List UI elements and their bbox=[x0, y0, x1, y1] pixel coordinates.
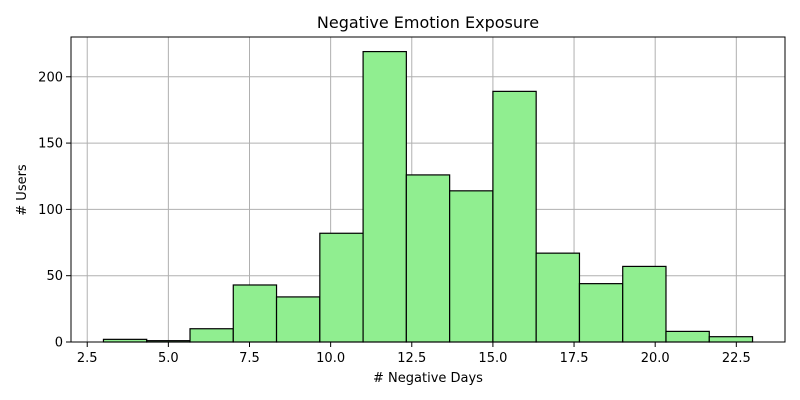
y-tick-label: 0 bbox=[55, 336, 63, 351]
chart-title: Negative Emotion Exposure bbox=[317, 13, 539, 32]
x-axis-ticks: 2.5 5.0 7.5 10.0 12.5 15.0 17.5 20.0 22.5 bbox=[77, 342, 751, 366]
y-tick-label: 150 bbox=[38, 137, 63, 152]
y-axis-ticks: 0 50 100 150 200 bbox=[38, 70, 71, 351]
histogram-bar bbox=[708, 336, 754, 343]
histogram-bar bbox=[405, 174, 451, 343]
x-tick-label: 22.5 bbox=[722, 351, 751, 366]
x-tick-label: 7.5 bbox=[239, 351, 260, 366]
x-tick-label: 10.0 bbox=[316, 351, 345, 366]
y-tick-label: 50 bbox=[46, 269, 63, 284]
x-tick-label: 20.0 bbox=[641, 351, 670, 366]
histogram-bar bbox=[578, 283, 624, 343]
histogram-bar bbox=[622, 265, 667, 343]
histogram-bar bbox=[449, 190, 494, 343]
histogram-bar bbox=[492, 90, 537, 343]
y-tick-label: 100 bbox=[38, 203, 63, 218]
y-tick-label: 200 bbox=[38, 70, 63, 85]
x-tick-label: 17.5 bbox=[560, 351, 589, 366]
y-axis-label: # Users bbox=[15, 164, 30, 216]
histogram-bar bbox=[665, 330, 710, 343]
plot-frame bbox=[70, 36, 786, 343]
histogram-bar bbox=[535, 252, 581, 343]
histogram-bar bbox=[319, 232, 364, 343]
histogram-bar bbox=[189, 328, 234, 343]
x-axis-label: # Negative Days bbox=[373, 371, 483, 386]
histogram-bar bbox=[232, 284, 278, 343]
x-tick-label: 2.5 bbox=[77, 351, 98, 366]
x-tick-label: 5.0 bbox=[158, 351, 179, 366]
histogram-bar bbox=[275, 296, 321, 343]
histogram-bars bbox=[102, 50, 754, 343]
x-tick-label: 15.0 bbox=[478, 351, 507, 366]
histogram-bar bbox=[362, 50, 407, 343]
x-tick-label: 12.5 bbox=[397, 351, 426, 366]
